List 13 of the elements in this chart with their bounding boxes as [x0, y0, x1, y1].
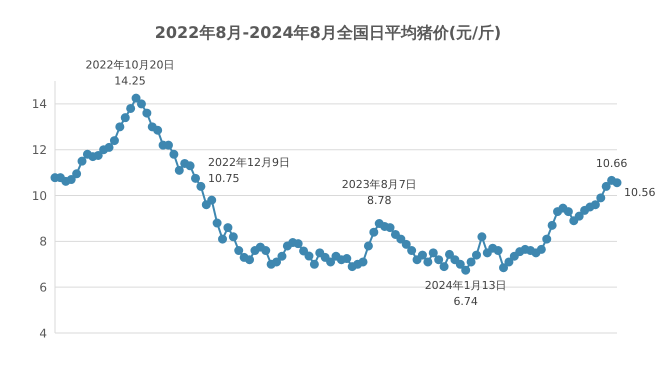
- y-tick-label: 8: [39, 234, 47, 249]
- y-tick-label: 14: [32, 97, 47, 112]
- annotation: 2024年1月13日 6.74: [424, 278, 507, 308]
- annotation: 2022年10月20日 14.25: [86, 58, 175, 88]
- y-tick-label: 4: [39, 326, 47, 340]
- y-tick-label: 6: [39, 280, 47, 294]
- chart-title: 2022年8月-2024年8月全国日平均猪价(元/斤): [154, 23, 502, 42]
- annotation: 2022年12月9日 10.75: [208, 156, 290, 185]
- y-tick-label: 12: [32, 142, 47, 157]
- annotation: 2023年8月7日 8.78: [342, 178, 417, 208]
- y-tick-label: 10: [32, 188, 47, 203]
- text: 10.56: [624, 186, 656, 199]
- annotation: 10.66: [596, 156, 628, 170]
